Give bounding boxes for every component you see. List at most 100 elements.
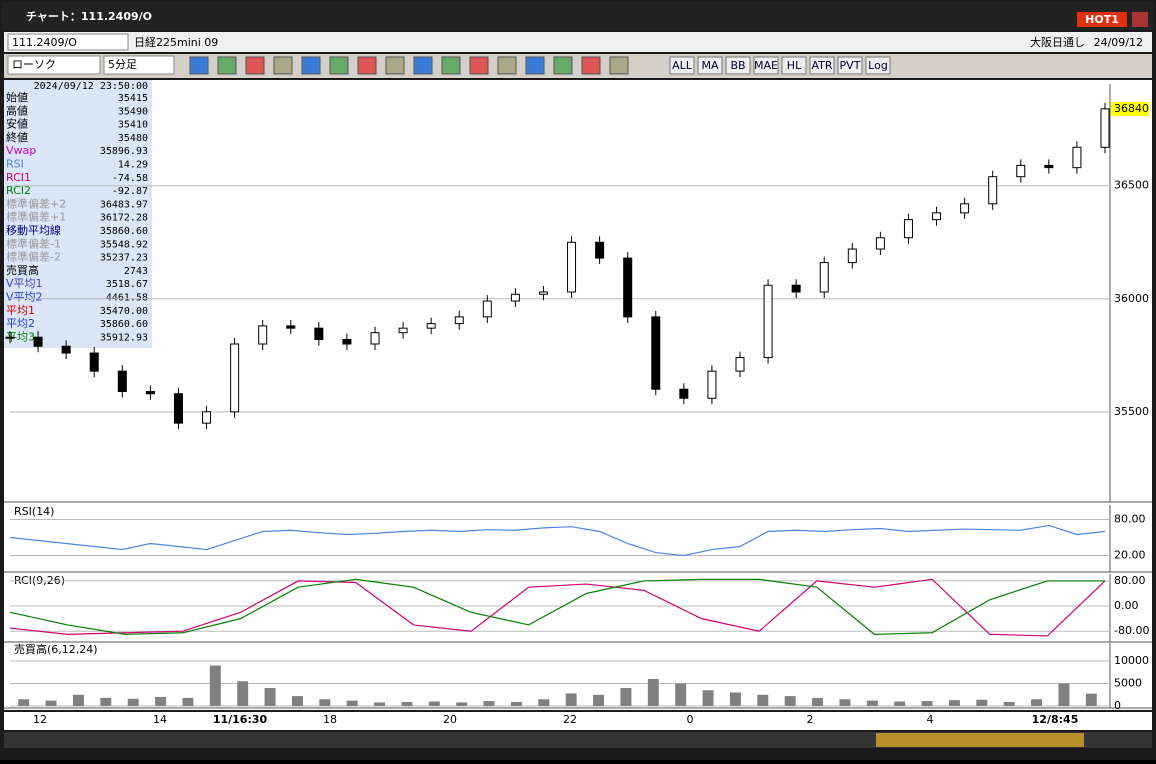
symbol: 111.2409/O [12,36,77,49]
candle [510,293,520,302]
candle [847,248,857,264]
volume-bar [291,696,303,706]
x-tick-label: 0 [687,713,694,726]
tool-icon[interactable] [385,56,405,75]
tool-label: PVT [840,59,861,72]
info-label: 移動平均線 [6,223,61,237]
candle [679,388,689,399]
x-tick-label: 11/16:30 [213,713,268,726]
x-axis-area [4,712,1152,730]
info-label: 安値 [6,117,28,131]
tool-label: MA [701,59,718,72]
volume-bar [483,701,495,706]
x-tick-label: 14 [153,713,167,726]
tool-icon[interactable] [581,56,601,75]
volume-bar [812,697,824,706]
scrollbar[interactable] [4,732,1152,748]
tool-icon[interactable] [357,56,377,75]
tool-icon[interactable] [217,56,237,75]
tool-button[interactable] [781,56,807,75]
tool-button[interactable] [753,56,779,75]
info-value: 35480 [118,133,148,144]
tool-icon[interactable] [609,56,629,75]
candle [1100,108,1110,148]
candle [960,203,970,214]
info-label: 標準偏差-1 [6,236,61,250]
info-value: 36483.97 [100,199,148,210]
candle [903,219,913,239]
candle [595,241,605,259]
tool-button[interactable] [809,56,835,75]
candle [314,327,324,340]
tool-icon[interactable] [525,56,545,75]
candle [342,338,352,345]
tool-button[interactable] [697,56,723,75]
tool-icon[interactable] [273,56,293,75]
tool-label: HL [787,59,802,72]
date: 24/09/12 [1094,36,1143,49]
candle [875,237,885,250]
y-tick-label: 10000 [1114,654,1149,667]
info-label: 始値 [6,90,28,104]
y-tick-label: 36000 [1114,292,1149,305]
symbol-box[interactable] [7,33,129,51]
tool-icon[interactable] [441,56,461,75]
candle [735,357,745,372]
volume-bar [1058,683,1070,706]
candle [651,316,661,390]
candle [5,336,15,339]
tool-button[interactable] [669,56,695,75]
volume-bar [565,693,577,706]
tool-icon[interactable] [497,56,517,75]
info-value: 35860.60 [100,226,148,237]
candle [202,411,212,424]
volume-bar [593,694,605,706]
tool-icon[interactable] [413,56,433,75]
volume-bar [647,679,659,706]
tool-button[interactable] [865,56,891,75]
chart-type-select[interactable] [7,55,101,75]
candle [707,370,717,399]
info-value: 35237.23 [100,253,148,264]
x-tick-label: 18 [323,713,337,726]
tool-button[interactable] [725,56,751,75]
info-value: 35470.00 [100,306,148,317]
tool-icon[interactable] [469,56,489,75]
candle [286,325,296,329]
close-button[interactable] [1132,12,1148,27]
info-value: 35912.93 [100,332,148,343]
volume-bar [702,690,714,706]
candle [61,345,71,354]
volume-bar [45,700,57,706]
candle [370,332,380,345]
tool-icon[interactable] [301,56,321,75]
candle [117,370,127,392]
interval-select[interactable] [103,55,175,75]
candle [763,284,773,359]
volume-bar [264,688,276,706]
info-label: 平均2 [6,317,35,330]
volume-bar [510,701,522,706]
info-label: Vwap [6,144,36,157]
tool-icon[interactable] [329,56,349,75]
volume-bar [209,665,221,706]
info-value: 4461.58 [106,293,148,304]
tool-button[interactable] [837,56,863,75]
volume-bar [456,702,468,706]
candle [791,284,801,293]
info-label: 標準偏差+1 [6,210,66,224]
tool-icon[interactable] [245,56,265,75]
indicator-line [9,578,1105,635]
interval: 5分足 [108,58,137,71]
x-tick-label: 12 [33,713,47,726]
scroll-thumb[interactable] [876,733,1084,747]
candle [145,390,155,395]
tool-icon[interactable] [189,56,209,75]
x-tick-label: 12/8:45 [1032,713,1079,726]
tool-icon[interactable] [553,56,573,75]
hot-badge[interactable] [1077,12,1127,27]
y-tick-label: 36500 [1114,179,1149,192]
info-value: 35490 [118,106,148,117]
volume-bar [866,700,878,706]
info-label: 標準偏差+2 [6,196,66,210]
